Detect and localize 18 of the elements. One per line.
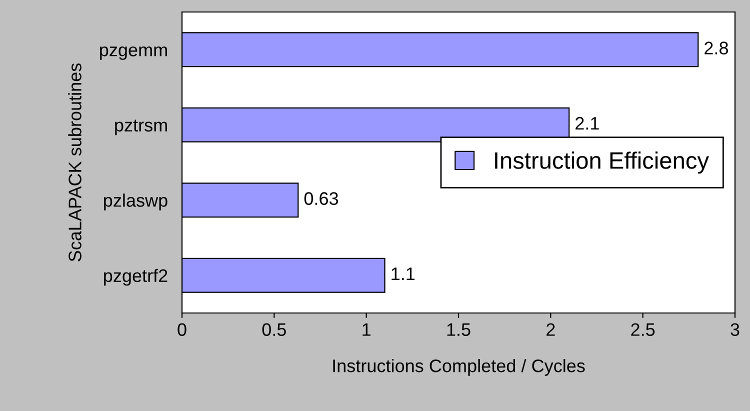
x-axis-title: Instructions Completed / Cycles [333, 359, 585, 376]
y-tick-label: pzgemm [100, 46, 167, 60]
x-tick-label: 2 [546, 323, 555, 336]
data-label: 1.1 [392, 268, 415, 280]
y-axis-title: ScaLAPACK subroutines [68, 63, 82, 262]
x-tick-label: 3 [730, 323, 740, 336]
data-label: 0.63 [304, 192, 338, 205]
x-tick-label: 0.5 [262, 323, 286, 336]
data-label: 2.8 [704, 42, 728, 54]
y-tick-label: pztrsm [115, 120, 167, 136]
x-tick-label: 1 [362, 323, 370, 336]
legend-label: Instruction Efficiency [495, 152, 709, 174]
y-tick-label: pzlaswp [104, 194, 168, 210]
x-tick-label: 0 [178, 323, 186, 336]
y-tick-label: pzgetrf2 [104, 268, 168, 286]
x-tick-label: 2.5 [631, 323, 655, 336]
data-label: 2.1 [576, 116, 599, 130]
x-tick-label: 1.5 [447, 323, 470, 336]
